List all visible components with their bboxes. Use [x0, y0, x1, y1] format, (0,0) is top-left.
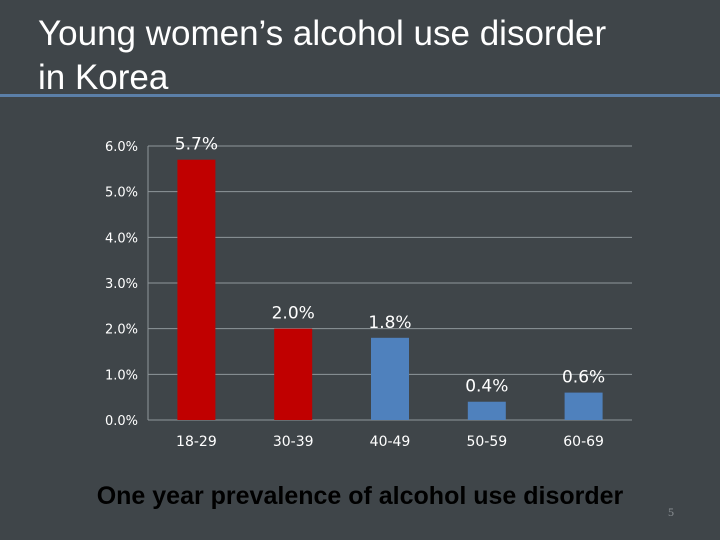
page-number: 5 [668, 505, 674, 519]
y-tick-label: 6.0% [105, 140, 138, 155]
y-tick-label: 1.0% [105, 368, 138, 383]
data-label: 5.7% [175, 135, 218, 155]
bar [564, 392, 603, 420]
y-tick-label: 2.0% [105, 323, 138, 338]
x-tick-label: 60-69 [563, 434, 604, 450]
y-tick-label: 5.0% [105, 186, 138, 201]
slide-title-line-2: in Korea [38, 58, 169, 97]
bar [177, 159, 216, 420]
y-tick-label: 4.0% [105, 231, 138, 246]
y-tick-label: 0.0% [105, 414, 138, 429]
bar [467, 401, 506, 420]
x-tick-label: 18-29 [176, 434, 217, 450]
bar [274, 328, 313, 420]
x-tick-label: 50-59 [466, 434, 507, 450]
data-label: 2.0% [272, 304, 315, 324]
slide-title: Young women’s alcohol use disorder in Ko… [38, 12, 698, 100]
x-tick-label: 40-49 [370, 434, 411, 450]
bar [371, 337, 409, 420]
x-tick-label: 30-39 [273, 434, 314, 450]
chart-caption: One year prevalence of alcohol use disor… [96, 482, 624, 510]
slide-title-line-1: Young women’s alcohol use disorder [38, 14, 607, 53]
data-label: 0.6% [562, 368, 605, 388]
title-underline [0, 94, 720, 97]
y-tick-label: 3.0% [105, 277, 138, 292]
data-label: 0.4% [465, 377, 508, 397]
data-label: 1.8% [368, 313, 411, 333]
bar-chart: 0.0% 1.0% 2.0% 3.0% 4.0% 5.0% 6.0% 5.7% 18-29 2.0… [105, 135, 632, 450]
